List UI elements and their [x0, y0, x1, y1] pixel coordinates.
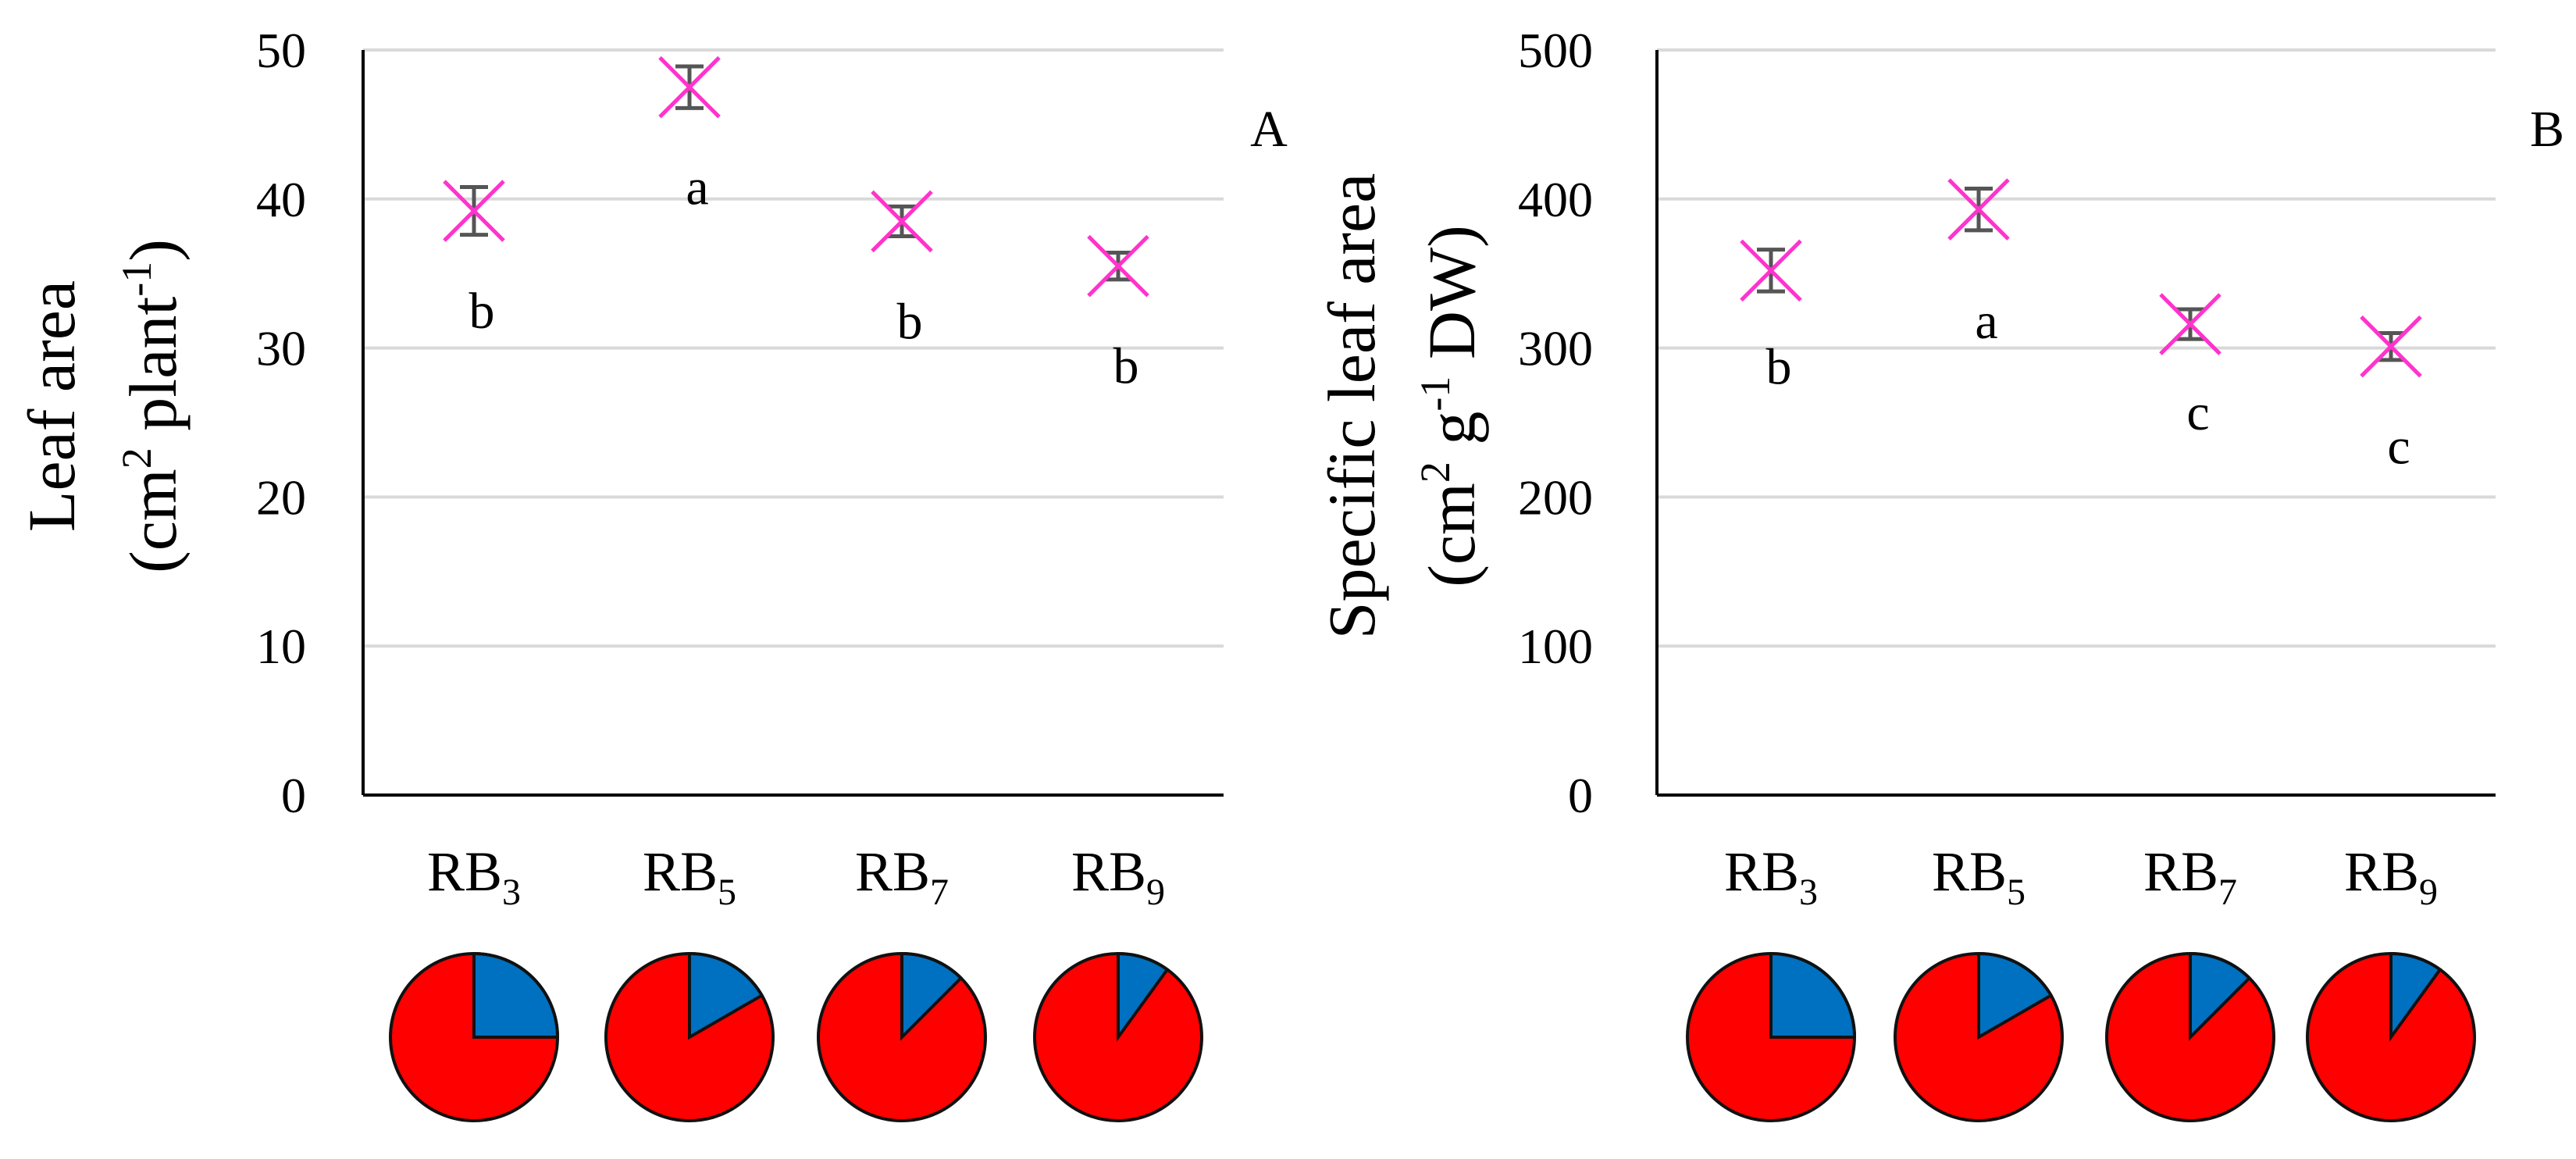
panel-a-category-RB5: RB5 — [643, 840, 736, 913]
panel-a-point-RB9 — [1087, 234, 1149, 298]
panel-a-ytick-40: 40 — [256, 172, 306, 227]
panel-b-pie-blue-slice-RB9 — [2389, 951, 2442, 1043]
panel-a-ytick-30: 30 — [256, 321, 306, 376]
panel-a-significance-RB3: b — [469, 283, 495, 340]
panel-b-significance-RB7: c — [2186, 384, 2209, 441]
panel-b-ytick-500: 500 — [1518, 23, 1593, 78]
panel-b-point-RB3 — [1740, 239, 1802, 302]
panel-a-point-RB7 — [871, 190, 933, 253]
panel-a-significance-RB9: b — [1113, 338, 1139, 395]
panel-b-ytick-100: 100 — [1518, 619, 1593, 674]
panel-b-pie-RB7 — [2105, 951, 2275, 1122]
panel-a-ytick-10: 10 — [256, 619, 306, 674]
panel-b-y-title-line1: Specific leaf area — [1314, 173, 1389, 640]
panel-a-y-title-line1: Leaf area — [14, 280, 89, 532]
panel-b-pie-RB3 — [1686, 951, 1857, 1122]
panel-a-pie-RB9 — [1033, 951, 1203, 1122]
panel-b-point-RB7 — [2159, 293, 2221, 355]
panel-b-significance-RB3: b — [1766, 338, 1792, 395]
panel-b-y-axis-title: Specific leaf area (cm2 g-1 DW) — [1314, 173, 1489, 640]
panel-a-pie-blue-slice-RB7 — [900, 951, 964, 1041]
panel-a-pie-RB3 — [389, 951, 560, 1122]
panel-a-ytick-20: 20 — [256, 469, 306, 525]
panel-a-y-axis-title: Leaf area (cm2 plant-1) — [14, 239, 191, 573]
panel-b-point-RB5 — [1947, 178, 2010, 241]
panel-b-label: B — [2530, 101, 2564, 158]
panel-b: 0 100 200 300 400 500 Bb RB3 a RB5 c RB7 c RB9 — [1518, 23, 2564, 1122]
panel-a-ytick-0: 0 — [281, 768, 306, 823]
panel-a-point-RB3 — [443, 180, 505, 242]
panel-b-significance-RB5: a — [1975, 293, 1997, 350]
panel-b-ytick-0: 0 — [1568, 768, 1593, 823]
panel-a-y-title-line2: (cm2 plant-1) — [113, 239, 191, 573]
panel-b-category-RB7: RB7 — [2143, 840, 2237, 913]
panel-a-point-RB5 — [658, 55, 721, 119]
panel-a-ytick-50: 50 — [256, 23, 306, 78]
panel-a-pie-blue-slice-RB9 — [1117, 951, 1170, 1043]
panel-a-pie-blue-slice-RB3 — [472, 951, 560, 1039]
panel-a-pie-RB5 — [604, 951, 775, 1122]
panel-a-category-RB9: RB9 — [1071, 840, 1165, 913]
panel-b-pie-blue-slice-RB3 — [1769, 951, 1857, 1039]
panel-b-ytick-300: 300 — [1518, 321, 1593, 376]
panel-a-category-RB3: RB3 — [427, 840, 521, 913]
panel-a: 0 10 20 30 40 50 Ab RB3 a RB5 b RB7 b RB9 — [256, 23, 1288, 1122]
panel-a-pie-RB7 — [817, 951, 987, 1122]
panel-b-category-RB9: RB9 — [2344, 840, 2438, 913]
panel-b-y-title-line2: (cm2 g-1 DW) — [1412, 225, 1489, 587]
panel-a-pie-blue-slice-RB5 — [688, 951, 764, 1040]
panel-b-pie-blue-slice-RB7 — [2189, 951, 2252, 1041]
panel-a-category-RB7: RB7 — [855, 840, 949, 913]
panel-b-pie-blue-slice-RB5 — [1977, 951, 2054, 1040]
panel-b-significance-RB9: c — [2387, 419, 2410, 476]
panel-a-significance-RB5: a — [686, 159, 708, 216]
panel-b-ytick-200: 200 — [1518, 469, 1593, 525]
panel-b-category-RB5: RB5 — [1932, 840, 2026, 913]
panel-b-ytick-400: 400 — [1518, 172, 1593, 227]
panel-a-label: A — [1250, 101, 1288, 158]
panel-b-pie-RB9 — [2306, 951, 2476, 1122]
panel-b-category-RB3: RB3 — [1724, 840, 1818, 913]
panel-b-point-RB9 — [2360, 315, 2422, 378]
panel-b-pie-RB5 — [1894, 951, 2064, 1122]
panel-a-significance-RB7: b — [897, 293, 923, 350]
